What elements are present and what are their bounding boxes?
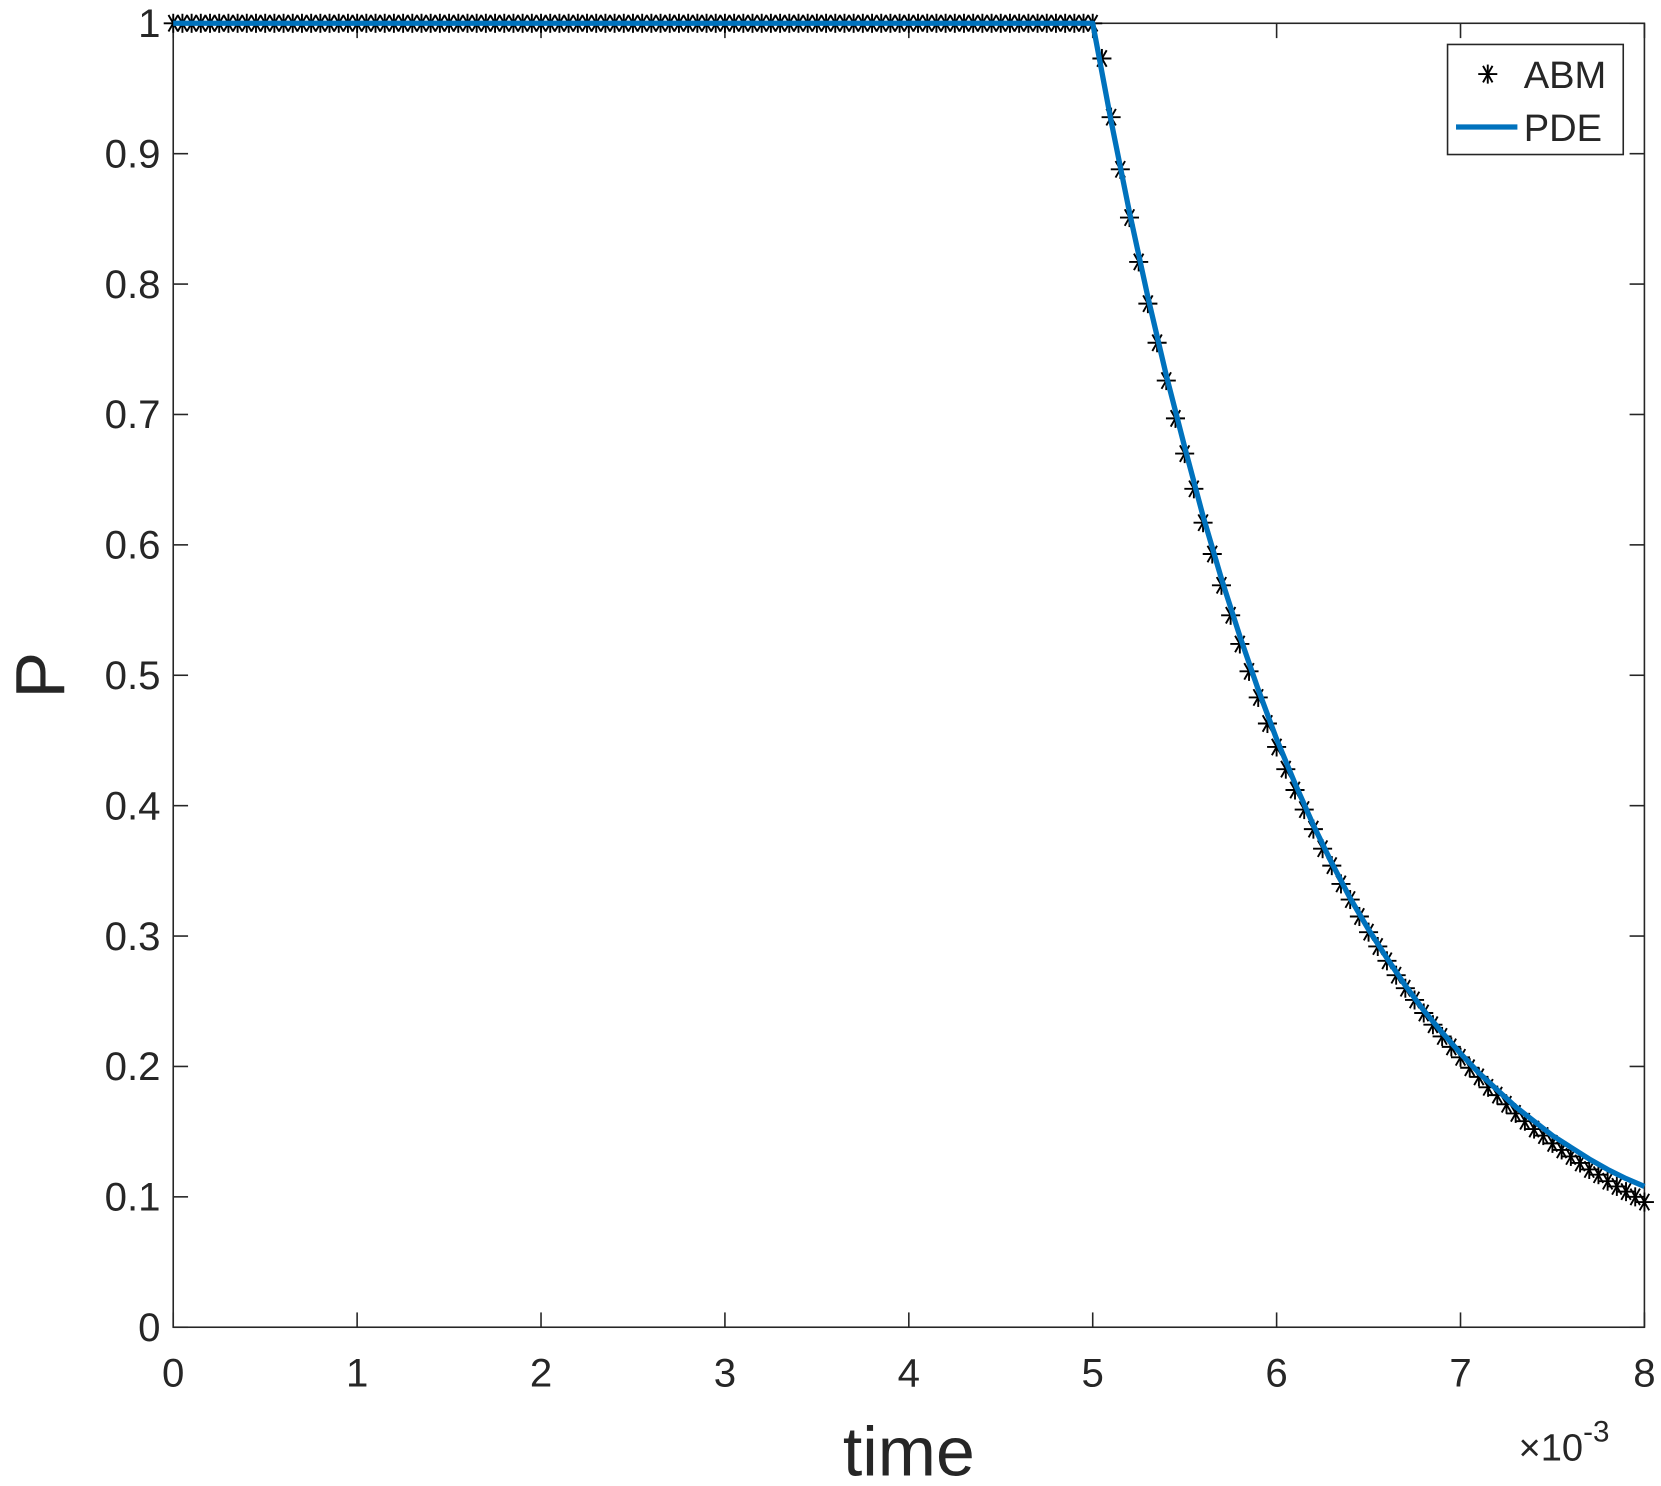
legend-label: PDE [1524,108,1602,150]
y-tick-label: 0.6 [105,523,161,568]
x-multiplier-base: ×10 [1518,1428,1583,1470]
x-multiplier: ×10-3 [1518,1416,1609,1470]
data-line [173,20,1646,1189]
legend-marker [1478,64,1498,84]
x-axis-label: time [843,1412,975,1486]
x-tick-label: 1 [346,1351,368,1396]
data-point [1634,1192,1654,1212]
y-tick-label: 0.9 [105,131,161,176]
plot-area [173,23,1645,1328]
legend-box [1446,43,1625,156]
x-tick-label: 2 [530,1351,552,1396]
x-tick-label: 5 [1082,1351,1104,1396]
x-tick-label: 7 [1449,1351,1471,1396]
x-multiplier-exponent: -3 [1583,1416,1609,1449]
y-axis-label: P [1,652,79,699]
y-tick-label: 0.7 [105,392,161,437]
y-tick-label: 0 [138,1305,160,1350]
y-tick-label: 0.4 [105,783,161,828]
x-tick-label: 0 [162,1351,184,1396]
y-tick-label: 0.8 [105,262,161,307]
x-tick-label: 3 [714,1351,736,1396]
y-tick-label: 0.1 [105,1175,161,1220]
y-tick-label: 1 [138,1,160,46]
y-tick-label: 0.3 [105,914,161,959]
x-tick-label: 4 [898,1351,920,1396]
x-tick-label: 6 [1265,1351,1287,1396]
y-tick-label: 0.2 [105,1044,161,1089]
legend-label: ABM [1524,55,1607,97]
x-tick-label: 8 [1633,1351,1655,1396]
y-tick-label: 0.5 [105,653,161,698]
